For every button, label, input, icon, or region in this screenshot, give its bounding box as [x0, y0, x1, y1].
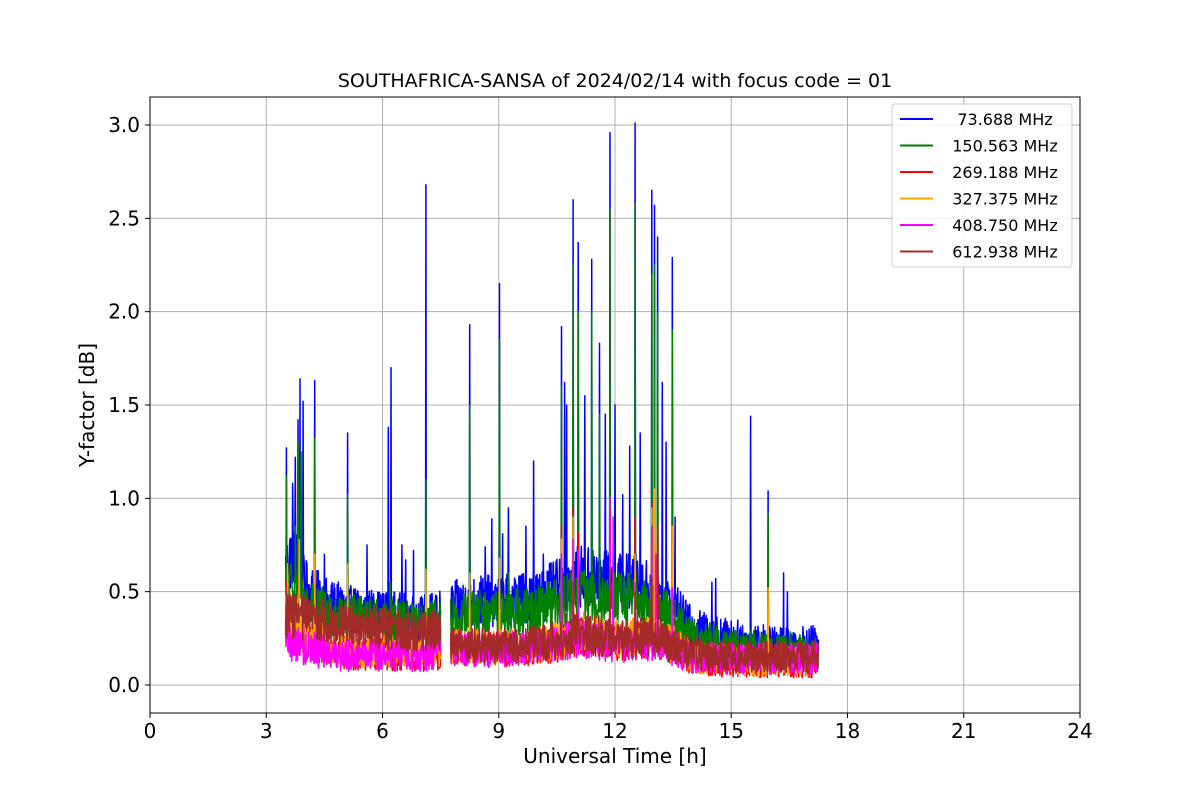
x-tick-label: 6 — [376, 719, 389, 743]
legend-label: 612.938 MHz — [952, 243, 1057, 262]
legend-label: 327.375 MHz — [952, 190, 1057, 209]
x-tick-label: 15 — [719, 719, 744, 743]
y-tick-label: 0.5 — [108, 580, 140, 604]
x-tick-label: 21 — [951, 719, 976, 743]
legend-box — [891, 103, 1073, 268]
legend: 73.688 MHz 150.563 MHz 269.188 MHz 327.375 … — [891, 103, 1073, 268]
x-tick-label: 0 — [144, 719, 157, 743]
legend-label: 73.688 MHz — [957, 110, 1052, 129]
y-tick-label: 1.0 — [108, 486, 140, 510]
series-layer — [284, 122, 820, 679]
legend-label: 150.563 MHz — [952, 137, 1057, 156]
y-axis-label: Y-factor [dB] — [75, 343, 99, 468]
x-tick-label: 18 — [835, 719, 860, 743]
legend-label: 269.188 MHz — [952, 163, 1057, 182]
series-line — [284, 590, 442, 653]
x-tick-label: 24 — [1067, 719, 1092, 743]
y-tick-label: 3.0 — [108, 113, 140, 137]
series-line — [449, 568, 820, 674]
x-axis-label: Universal Time [h] — [523, 744, 706, 768]
x-tick-label: 3 — [260, 719, 273, 743]
y-tick-label: 2.5 — [108, 206, 140, 230]
y-tick-label: 2.0 — [108, 300, 140, 324]
x-tick-label: 9 — [492, 719, 505, 743]
series-5 — [284, 568, 820, 674]
y-tick-label: 0.0 — [108, 673, 140, 697]
legend-label: 408.750 MHz — [952, 216, 1057, 235]
y-tick-label: 1.5 — [108, 393, 140, 417]
chart-title: SOUTHAFRICA-SANSA of 2024/02/14 with foc… — [338, 70, 892, 92]
series-line — [284, 621, 442, 673]
x-tick-label: 12 — [602, 719, 627, 743]
y-axis-ticks: 0.0 0.5 1.0 1.5 2.0 2.5 3.0 — [108, 113, 150, 697]
x-axis-ticks: 0 3 6 9 12 15 18 21 24 — [144, 713, 1093, 743]
